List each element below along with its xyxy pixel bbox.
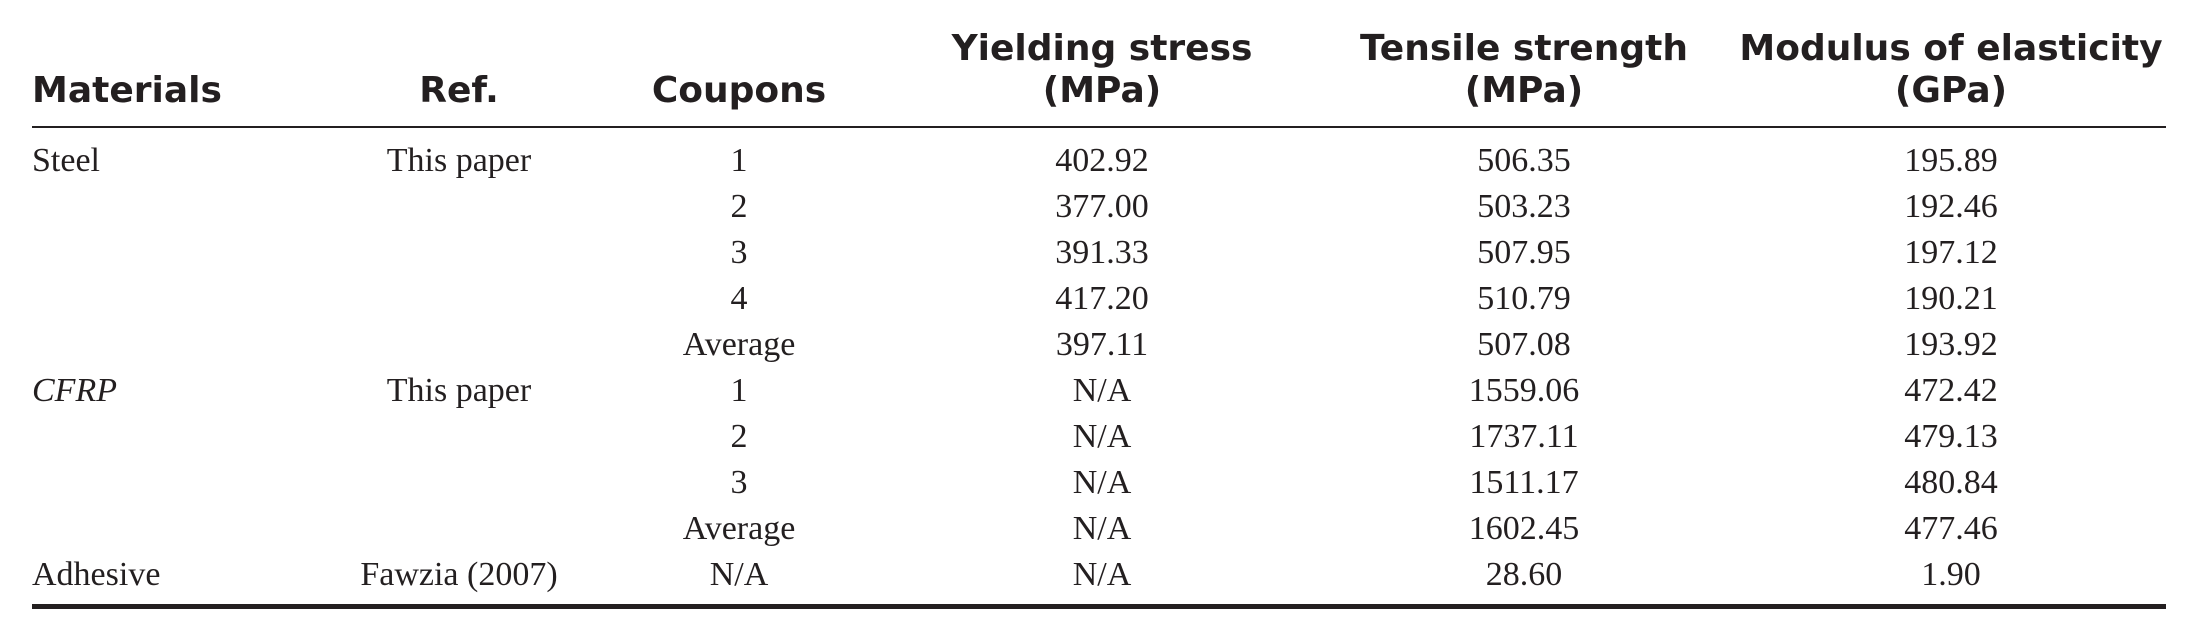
cell-coupons: Average (682, 510, 796, 547)
cell-modulus: 472.42 (1904, 372, 1998, 409)
table-row: Steel This paper 1 402.92 506.35 195.89 (32, 127, 2166, 184)
cell-tensile: 510.79 (1477, 280, 1571, 317)
cell-coupons: 1 (730, 142, 748, 179)
header-tensile-line2: (MPa) (1464, 70, 1584, 111)
cell-material (32, 414, 332, 460)
cell-yielding: N/A (1072, 418, 1132, 455)
header-modulus-line2: (GPa) (1894, 70, 2008, 111)
table-row: 3 N/A 1511.17 480.84 (32, 460, 2166, 506)
cell-modulus: 193.92 (1904, 326, 1998, 363)
cell-modulus: 477.46 (1904, 510, 1998, 547)
header-materials: Materials (32, 28, 332, 128)
header-tensile-line1: Tensile strength (1360, 28, 1688, 69)
cell-tensile: 506.35 (1477, 142, 1571, 179)
cell-coupons: 4 (730, 280, 748, 317)
cell-ref (332, 184, 586, 230)
cell-yielding: N/A (1072, 372, 1132, 409)
cell-modulus: 190.21 (1904, 280, 1998, 317)
cell-tensile: 1511.17 (1469, 464, 1579, 501)
cell-yielding: 417.20 (1055, 280, 1149, 317)
cell-modulus: 197.12 (1904, 234, 1998, 271)
table-row: 3 391.33 507.95 197.12 (32, 230, 2166, 276)
cell-material (32, 322, 332, 368)
cell-yielding: N/A (1072, 510, 1132, 547)
table-header: Materials Ref. Coupons Yielding stress (… (32, 28, 2166, 128)
cell-yielding: N/A (892, 552, 1312, 609)
cell-coupons: 2 (730, 188, 748, 225)
header-materials-label: Materials (32, 70, 222, 111)
table-row: Average 397.11 507.08 193.92 (32, 322, 2166, 368)
cell-material (32, 460, 332, 506)
table-row: 2 377.00 503.23 192.46 (32, 184, 2166, 230)
cell-tensile: 1602.45 (1468, 510, 1580, 547)
cell-material: CFRP (32, 372, 117, 409)
cell-ref: This paper (386, 142, 532, 179)
cell-tensile: 507.95 (1477, 234, 1571, 271)
cell-ref (332, 506, 586, 552)
cell-tensile: 503.23 (1477, 188, 1571, 225)
cell-material (32, 506, 332, 552)
header-ref: Ref. (332, 28, 586, 128)
cell-ref (332, 322, 586, 368)
cell-coupons: 2 (730, 418, 748, 455)
cell-modulus: 1.90 (1736, 552, 2166, 609)
cell-coupons: N/A (586, 552, 892, 609)
table-row: Average N/A 1602.45 477.46 (32, 506, 2166, 552)
cell-ref (332, 230, 586, 276)
header-tensile-strength: Tensile strength (MPa) (1312, 28, 1736, 128)
cell-ref: This paper (386, 372, 532, 409)
material-properties-table: Materials Ref. Coupons Yielding stress (… (32, 28, 2166, 609)
cell-tensile: 1559.06 (1468, 372, 1580, 409)
cell-ref (332, 414, 586, 460)
header-yielding-line2: (MPa) (1042, 70, 1162, 111)
cell-material (32, 184, 332, 230)
header-row: Materials Ref. Coupons Yielding stress (… (32, 28, 2166, 128)
cell-coupons: Average (682, 326, 796, 363)
cell-coupons: 1 (730, 372, 748, 409)
cell-tensile: 28.60 (1312, 552, 1736, 609)
cell-coupons: 3 (730, 464, 748, 501)
header-yielding-stress: Yielding stress (MPa) (892, 28, 1312, 128)
cell-modulus: 195.89 (1904, 142, 1998, 179)
cell-tensile: 1737.11 (1469, 418, 1579, 455)
cell-ref (332, 276, 586, 322)
cell-modulus: 192.46 (1904, 188, 1998, 225)
table-row: 2 N/A 1737.11 479.13 (32, 414, 2166, 460)
cell-coupons: 3 (730, 234, 748, 271)
header-coupons-label: Coupons (651, 70, 827, 111)
cell-ref (332, 460, 586, 506)
cell-ref: Fawzia (2007) (332, 552, 586, 609)
cell-material (32, 276, 332, 322)
header-ref-label: Ref. (419, 70, 499, 111)
header-yielding-line1: Yielding stress (951, 28, 1253, 69)
cell-tensile: 507.08 (1477, 326, 1571, 363)
table-row: CFRP This paper 1 N/A 1559.06 472.42 (32, 368, 2166, 414)
table-body: Steel This paper 1 402.92 506.35 195.89 … (32, 127, 2166, 609)
table-row: 4 417.20 510.79 190.21 (32, 276, 2166, 322)
cell-yielding: N/A (1072, 464, 1132, 501)
cell-yielding: 391.33 (1055, 234, 1149, 271)
header-coupons: Coupons (586, 28, 892, 128)
table-row: Adhesive Fawzia (2007) N/A N/A 28.60 1.9… (32, 552, 2166, 609)
cell-yielding: 402.92 (1055, 142, 1149, 179)
cell-modulus: 480.84 (1904, 464, 1998, 501)
cell-modulus: 479.13 (1904, 418, 1998, 455)
cell-material: Steel (32, 142, 100, 179)
cell-material (32, 230, 332, 276)
header-modulus-of-elasticity: Modulus of elasticity (GPa) (1736, 28, 2166, 128)
cell-yielding: 397.11 (1055, 326, 1149, 363)
header-modulus-line1: Modulus of elasticity (1739, 28, 2163, 69)
cell-material: Adhesive (32, 552, 332, 609)
material-properties-table-container: Materials Ref. Coupons Yielding stress (… (32, 28, 2166, 609)
cell-yielding: 377.00 (1055, 188, 1149, 225)
